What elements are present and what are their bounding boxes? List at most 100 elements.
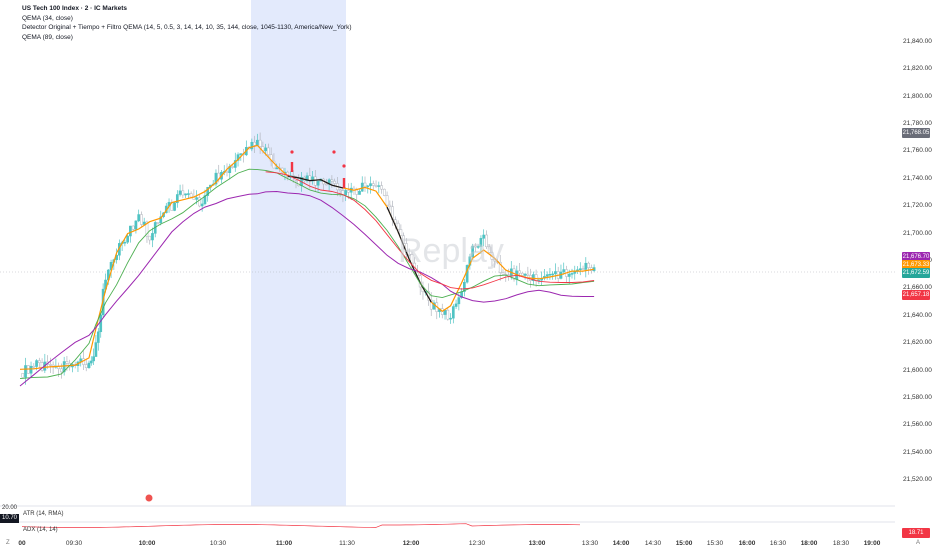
signal-candle [342,178,346,188]
candle-body [454,303,458,307]
x-tick-label: 15:00 [675,540,693,547]
candle-body [396,222,400,230]
candle-body [35,360,38,367]
candle-body [123,241,127,244]
last-price-tag: 21,768.05 [902,128,930,138]
candle-body [173,202,176,211]
signal-candle [290,162,294,172]
detector-line-2 [386,206,432,303]
symbol-title[interactable]: US Tech 100 Index · 2 · IC Markets [22,5,127,12]
adx-pane-label[interactable]: ADX (14, 14) [23,527,58,533]
signal-marker [332,150,336,154]
candle-body [267,147,270,156]
candle-body [134,220,138,230]
candle-body [148,235,152,241]
y-tick-label: 21,620.00 [903,339,932,347]
detector-line [287,175,344,189]
qema-green-line [19,168,595,380]
y-tick-label: 21,760.00 [903,147,932,155]
candle-body [325,183,328,186]
qema89-line [19,190,595,387]
signal-marker [342,164,346,168]
candle-body [203,195,207,205]
atr-pane-label[interactable]: ATR (14, RMA) [23,511,64,517]
candle-body [189,193,193,198]
x-tick-label: 13:30 [581,540,599,547]
legend-line-qema34[interactable]: QEMA (34, close) [22,14,73,22]
x-tick-label: 12:00 [402,540,420,547]
corner-left[interactable]: Z [6,540,10,546]
candle-body [225,171,229,173]
candle-body [175,194,179,204]
candle-body [371,183,375,186]
x-tick-label: 00 [18,540,26,547]
candle-body [587,262,590,268]
y-tick-label: 21,660.00 [903,284,932,292]
y-tick-label: 21,840.00 [903,37,932,45]
candle-body [474,245,477,248]
red-qema-line [265,171,595,290]
candle-body [526,273,530,276]
candle-body [451,306,455,319]
candle-body [145,221,149,237]
candle-body [382,188,386,196]
candle-body [330,179,334,182]
candle-body [49,364,52,366]
candle-body [554,271,557,275]
candle-body [159,216,163,224]
candle-body [256,139,259,146]
teal-price-tag: 21,672.59 [902,268,930,278]
candle-body [24,365,27,378]
event-icon [145,494,153,502]
x-tick-label: 13:00 [528,540,546,547]
red-line-tag: 21,657.18 [902,290,930,300]
candle-body [429,299,433,310]
candle-body [253,141,256,146]
candle-body [402,235,405,244]
candle-body [206,187,210,196]
corner-right[interactable]: A [916,540,921,546]
x-tick-label: 11:30 [339,540,355,547]
y-tick-label: 21,640.00 [903,311,932,319]
candle-body [87,362,91,368]
candle-body [275,167,279,170]
candle-body [355,189,359,195]
candle-body [126,235,129,243]
candle-body [581,268,585,270]
candle-body [195,197,198,200]
chart-legend: US Tech 100 Index · 2 · IC Markets QEMA … [22,4,352,42]
y-tick-label: 21,520.00 [903,476,932,484]
y-tick-label: 21,560.00 [903,421,932,429]
x-tick-label: 14:30 [644,540,662,547]
candle-body [578,268,582,270]
candle-body [380,185,383,190]
candle-body [532,274,535,281]
candle-body [360,182,364,192]
candle-body [151,233,154,241]
y-tick-label: 21,780.00 [903,119,932,127]
candle-body [200,203,204,207]
candle-body [316,180,320,186]
y-tick-label: 21,540.00 [903,448,932,456]
candle-body [385,195,389,206]
pane-left-value: 20.00 [2,505,18,511]
candle-body [501,272,505,275]
candle-body [129,225,132,237]
candle-body [21,373,25,378]
y-tick-label: 21,740.00 [903,174,932,182]
candle-body [394,219,397,224]
orange-qema-tag: 21,673.33 [902,260,930,270]
candle-body [84,364,88,368]
legend-line-detector[interactable]: Detector Original + Tiempo + Filtro QEMA… [22,24,352,32]
candle-body [89,360,93,364]
y-tick-label: 21,700.00 [903,229,932,237]
y-tick-label: 21,600.00 [903,366,932,374]
candle-body [239,153,243,155]
legend-line-qema89[interactable]: QEMA (89, close) [22,33,73,41]
left-value-tag: 10.70 [0,514,20,523]
candle-body [264,147,267,152]
candle-body [407,254,411,256]
atr-value-tag: 18.71 [902,528,930,538]
candle-body [333,180,336,184]
